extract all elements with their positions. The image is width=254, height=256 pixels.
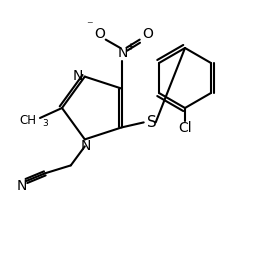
Text: N: N [16,179,27,193]
Text: N: N [81,139,91,153]
Text: N: N [118,46,128,60]
Text: O: O [94,27,105,41]
Text: +: + [126,42,134,52]
Text: Cl: Cl [178,121,192,135]
Text: ⁻: ⁻ [86,19,93,32]
Text: S: S [147,115,156,130]
Text: N: N [73,69,83,83]
Text: CH: CH [19,113,36,126]
Text: 3: 3 [42,119,48,127]
Text: O: O [142,27,153,41]
